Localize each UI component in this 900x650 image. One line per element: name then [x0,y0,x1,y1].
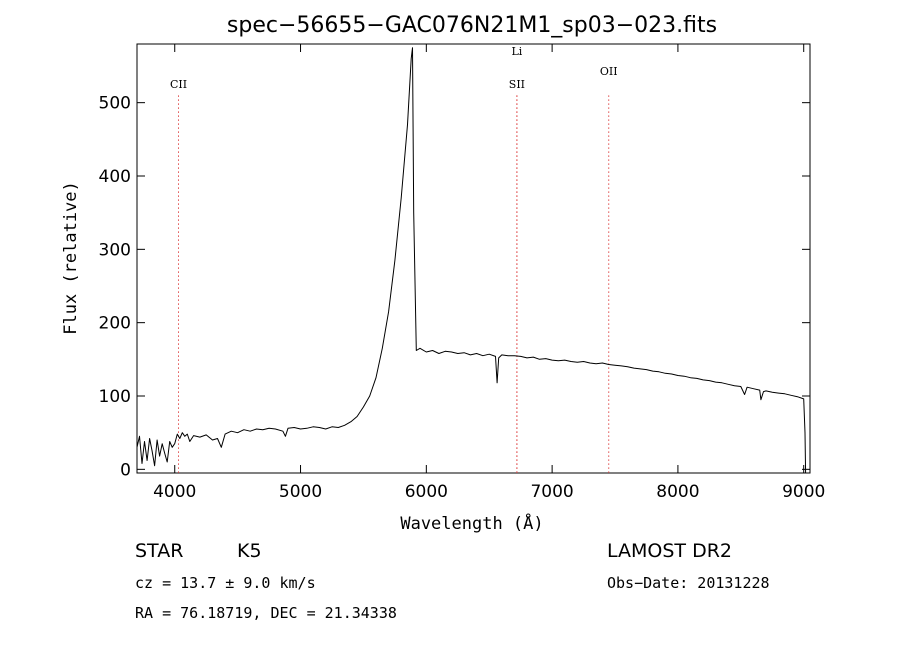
chart-title: spec−56655−GAC076N21M1_sp03−023.fits [227,13,717,38]
obs-date-text: Obs−Date: 20131228 [607,574,770,592]
x-tick-label: 6000 [405,482,448,502]
axis-ticks: 4000 5000 6000 7000 8000 9000 0 100 200 300 400 500 [99,44,825,502]
spectral-class: STAR [135,540,184,562]
spectrum-line [136,47,807,474]
survey-name: LAMOST DR2 [607,540,732,562]
plot-frame [136,43,811,474]
marker-label: Li [511,45,522,58]
x-tick-label: 7000 [530,482,573,502]
y-tick-label: 500 [99,94,131,114]
series-group [136,47,807,474]
y-axis-label: Flux (relative) [61,181,81,335]
coordinates-text: RA = 76.18719, DEC = 21.34338 [135,604,397,622]
x-tick-label: 8000 [656,482,699,502]
marker-label: SII [509,78,525,91]
spectral-subclass: K5 [237,540,262,562]
x-tick-label: 4000 [153,482,196,502]
marker-label: OII [600,65,618,78]
x-tick-label: 9000 [782,482,825,502]
y-tick-label: 400 [99,167,131,187]
x-tick-label: 5000 [279,482,322,502]
line-markers: CII SII Li OII [170,45,618,473]
y-tick-label: 300 [99,240,131,260]
y-tick-label: 200 [99,314,131,334]
x-axis-label: Wavelength (Å) [400,512,543,534]
y-tick-label: 100 [99,387,131,407]
y-tick-label: 0 [120,460,131,480]
redshift-text: cz = 13.7 ± 9.0 km/s [135,574,316,592]
marker-label: CII [170,78,187,91]
